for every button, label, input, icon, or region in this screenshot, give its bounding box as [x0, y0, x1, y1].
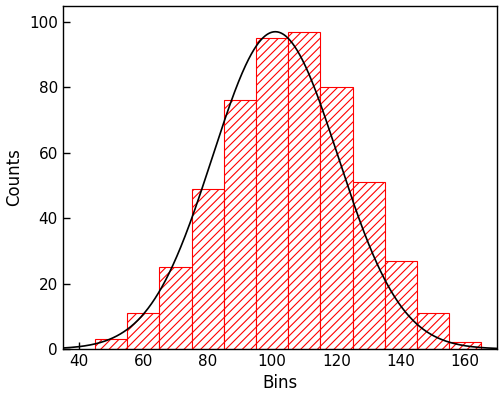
Bar: [159, 267, 192, 349]
X-axis label: Bins: Bins: [263, 375, 298, 392]
Bar: [288, 32, 320, 349]
Bar: [449, 343, 481, 349]
Bar: [192, 189, 224, 349]
Bar: [95, 339, 127, 349]
Bar: [127, 313, 159, 349]
Bar: [224, 100, 256, 349]
Bar: [385, 261, 417, 349]
Bar: [353, 182, 385, 349]
Bar: [320, 87, 353, 349]
Y-axis label: Counts: Counts: [6, 148, 24, 206]
Bar: [417, 313, 449, 349]
Bar: [256, 38, 288, 349]
